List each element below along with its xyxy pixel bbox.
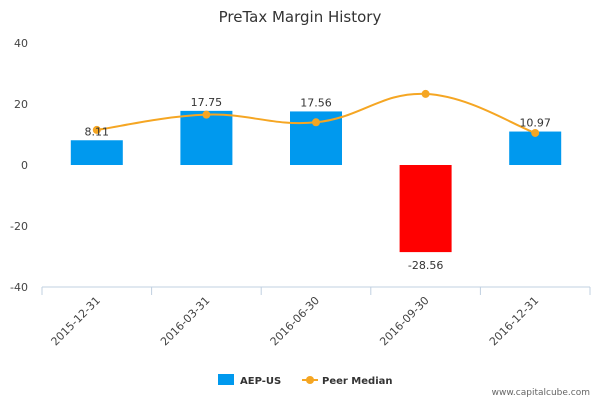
data-label-2016-09-30: -28.56: [408, 259, 443, 272]
y-tick-label: 40: [14, 37, 28, 50]
chart-title: PreTax Margin History: [219, 8, 382, 26]
peer-median-point-2016-12-31[interactable]: [531, 128, 540, 137]
x-tick-label: 2016-12-31: [487, 294, 541, 348]
legend-item-aep[interactable]: AEP-US: [240, 376, 281, 387]
data-label-2016-06-30: 17.56: [300, 96, 332, 109]
watermark: www.capitalcube.com: [492, 388, 590, 398]
data-label-2015-12-31: 8.11: [85, 125, 110, 138]
bar-2016-12-31[interactable]: [509, 131, 562, 165]
x-tick-label: 2016-09-30: [377, 294, 431, 348]
y-tick-label: -40: [10, 281, 28, 294]
bar-2015-12-31[interactable]: [70, 140, 123, 165]
x-tick-label: 2016-06-30: [268, 294, 322, 348]
y-tick-label: -20: [10, 220, 28, 233]
peer-median-point-2016-06-30[interactable]: [312, 118, 320, 127]
peer-median-point-2015-12-31[interactable]: [92, 125, 101, 134]
bar-2016-09-30[interactable]: [399, 165, 452, 253]
y-axis: -40 -20 0 20 40: [10, 37, 28, 294]
data-label-2016-03-31: 17.75: [191, 96, 223, 109]
peer-median-point-2016-09-30[interactable]: [421, 89, 430, 98]
y-tick-label: 20: [14, 98, 28, 111]
x-tick-label: 2016-03-31: [158, 294, 212, 348]
x-axis: 2015-12-31 2016-03-31 2016-06-30 2016-09-30…: [41, 286, 591, 348]
data-label-2016-12-31: 10.97: [519, 117, 551, 130]
bar-2016-03-31[interactable]: [180, 110, 233, 165]
y-tick-label: 0: [21, 159, 28, 172]
legend-line-marker: [306, 376, 314, 384]
bar-series: [70, 110, 562, 253]
data-labels: 8.11 17.75 17.56 -28.56 10.97: [85, 96, 551, 272]
legend-bar-swatch: [218, 374, 234, 385]
x-tick-label: 2015-12-31: [49, 294, 103, 348]
legend-item-peer-median[interactable]: Peer Median: [322, 376, 393, 387]
legend[interactable]: AEP-US Peer Median: [218, 374, 393, 387]
line-series: [92, 89, 540, 137]
peer-median-point-2016-03-31[interactable]: [202, 110, 211, 119]
